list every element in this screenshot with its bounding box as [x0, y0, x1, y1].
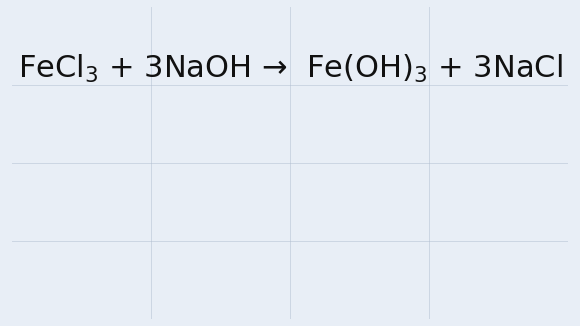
Text: FeCl$_{3}$ + 3NaOH →  Fe(OH)$_{3}$ + 3NaCl: FeCl$_{3}$ + 3NaOH → Fe(OH)$_{3}$ + 3NaC… — [17, 53, 563, 85]
